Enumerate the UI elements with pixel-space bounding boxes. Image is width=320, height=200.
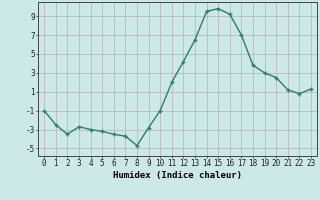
X-axis label: Humidex (Indice chaleur): Humidex (Indice chaleur)	[113, 171, 242, 180]
